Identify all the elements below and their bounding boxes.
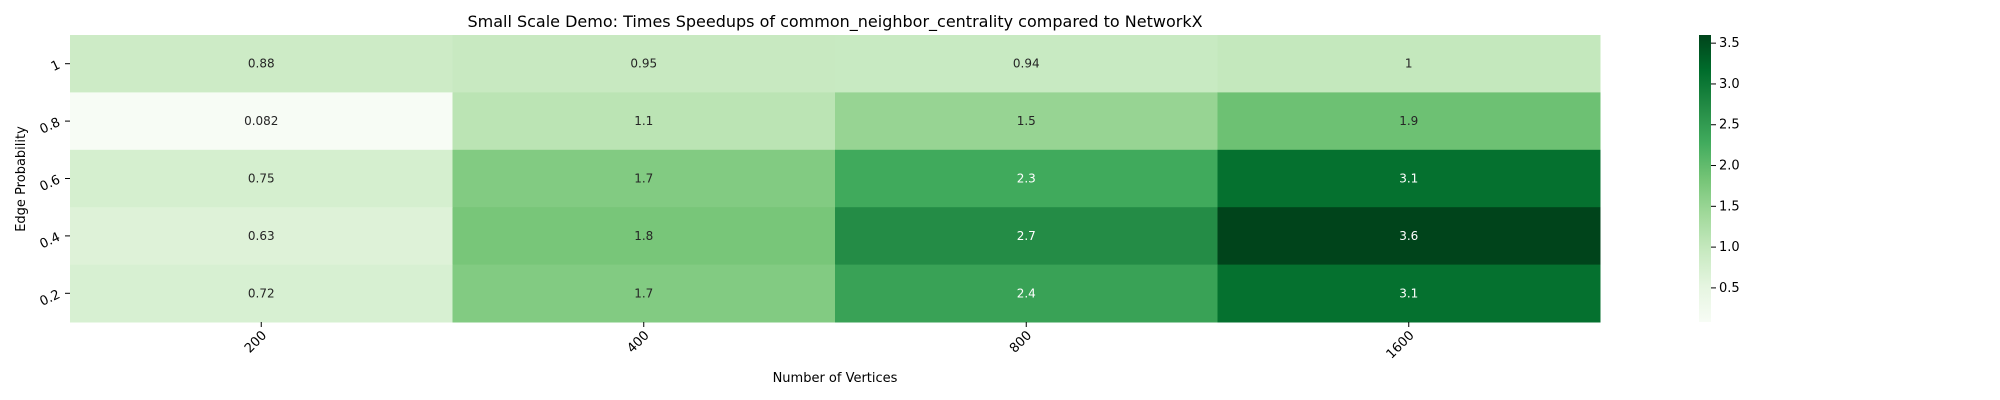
- heatmap-cell: [1217, 92, 1601, 151]
- colorbar-gradient: [1699, 35, 1711, 322]
- colorbar-tick-label: 2.5: [1719, 118, 1740, 133]
- y-tick-label: 1: [49, 58, 63, 75]
- cell-value-label: 2.7: [1017, 229, 1036, 243]
- cell-value-label: 1: [1405, 57, 1413, 71]
- cell-value-label: 3.1: [1399, 286, 1418, 300]
- x-axis: 200 400 800 1600: [242, 322, 1418, 362]
- heatmap-cell: [70, 92, 453, 151]
- colorbar-tick-label: 3.5: [1719, 36, 1740, 51]
- heatmap-cell: [452, 207, 836, 266]
- colorbar-tick-label: 1.0: [1719, 240, 1740, 255]
- x-tick-label: 1600: [1384, 328, 1418, 362]
- y-tick-label: 0.6: [38, 173, 63, 195]
- cell-value-label: 1.7: [634, 286, 653, 300]
- heatmap-cell: [70, 264, 453, 323]
- heatmap-cell: [835, 264, 1218, 323]
- cell-value-label: 0.95: [630, 57, 657, 71]
- chart-title: Small Scale Demo: Times Speedups of comm…: [467, 12, 1202, 32]
- x-tick-label: 200: [242, 328, 270, 356]
- cell-value-label: 0.88: [248, 57, 275, 71]
- colorbar-tick-label: 3.0: [1719, 77, 1740, 92]
- heatmap-cell: [452, 92, 836, 151]
- x-axis-label: Number of Vertices: [773, 371, 898, 386]
- heatmap-cell: [70, 207, 453, 266]
- colorbar: 0.5 1.0 1.5 2.0 2.5 3.0 3.5: [1699, 35, 1740, 322]
- heatmap-cell: [1217, 149, 1601, 208]
- heatmap-cell: [1217, 207, 1601, 266]
- cell-value-label: 3.6: [1399, 229, 1418, 243]
- cell-value-label: 0.75: [248, 172, 275, 186]
- cell-value-label: 1.1: [634, 114, 653, 128]
- x-tick-label: 800: [1007, 328, 1035, 356]
- cell-value-label: 0.94: [1013, 57, 1040, 71]
- colorbar-tick-label: 1.5: [1719, 199, 1740, 214]
- y-tick-label: 0.2: [38, 287, 63, 309]
- y-axis-label: Edge Probability: [14, 126, 29, 232]
- heatmap-cells: [70, 35, 1601, 323]
- cell-value-label: 0.082: [244, 114, 278, 128]
- colorbar-tick-label: 2.0: [1719, 159, 1740, 174]
- heatmap-cell: [70, 35, 453, 93]
- heatmap-cell: [835, 149, 1218, 208]
- cell-value-label: 2.3: [1017, 172, 1036, 186]
- y-tick-label: 0.8: [38, 115, 63, 137]
- cell-value-label: 1.8: [634, 229, 653, 243]
- colorbar-ticks: 0.5 1.0 1.5 2.0 2.5 3.0 3.5: [1711, 36, 1740, 296]
- cell-value-label: 1.9: [1399, 114, 1418, 128]
- x-tick-label: 400: [624, 328, 652, 356]
- cell-value-label: 1.5: [1017, 114, 1036, 128]
- cell-value-label: 0.72: [248, 286, 275, 300]
- heatmap-cell: [452, 35, 836, 93]
- heatmap-cell: [835, 92, 1218, 151]
- heatmap-cell: [1217, 35, 1601, 93]
- y-tick-label: 0.4: [38, 230, 63, 252]
- cell-value-label: 2.4: [1017, 286, 1036, 300]
- cell-value-label: 3.1: [1399, 172, 1418, 186]
- heatmap-cell: [70, 149, 453, 208]
- colorbar-tick-label: 0.5: [1719, 281, 1740, 296]
- heatmap-cell: [835, 207, 1218, 266]
- heatmap-cell: [452, 264, 836, 323]
- cell-value-label: 1.7: [634, 172, 653, 186]
- y-axis: 1 0.8 0.6 0.4 0.2: [38, 58, 70, 310]
- heatmap-cell: [452, 149, 836, 208]
- heatmap-cell: [835, 35, 1218, 93]
- heatmap-cell: [1217, 264, 1601, 323]
- heatmap-cell-labels: 0.88 0.95 0.94 1 0.082 1.1 1.5 1.9 0.75 1.7 2.3 3.1…: [244, 57, 1418, 301]
- cell-value-label: 0.63: [248, 229, 275, 243]
